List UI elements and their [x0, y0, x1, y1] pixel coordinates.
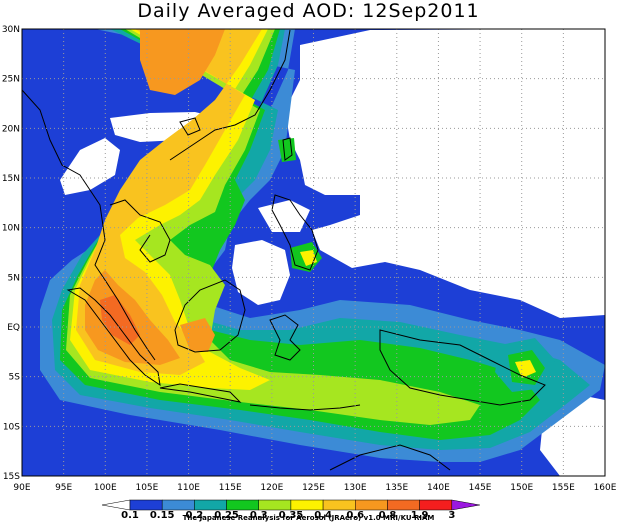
credit-line: The Japanese Reanalysis for Aerosol (JRA… — [182, 514, 435, 522]
hotspot-taiwan-green — [278, 138, 296, 162]
colorbar-swatch — [419, 499, 453, 511]
clean-region-philippines — [258, 200, 310, 232]
colorbar-label: 3 — [448, 510, 455, 521]
colorbar-min-arrow — [101, 499, 131, 511]
coast-sulawesi — [269, 314, 301, 361]
longitude-label: 90E — [13, 483, 30, 493]
coast-new-guinea — [379, 329, 546, 406]
colorbar-swatch — [194, 499, 227, 511]
band-c7 — [76, 29, 262, 375]
colorbar: 0.1 0.15 0.2 0.25 0.3 0.35 0.4 0.6 0.8 1.9 3 — [101, 499, 480, 521]
colorbar-label: 1.9 — [411, 510, 429, 521]
clean-region-northeast-edge — [490, 48, 520, 85]
band-c8-south — [85, 270, 180, 365]
colorbar-swatch — [322, 499, 356, 511]
map-frame — [21, 28, 606, 477]
colorbar-label: 0.2 — [186, 510, 204, 521]
longitude-label: 155E — [552, 483, 575, 493]
colorbar-label: 0.15 — [150, 510, 175, 521]
latitude-label: 5S — [9, 373, 21, 383]
coast-taiwan — [282, 137, 293, 161]
longitude-label: 110E — [177, 483, 200, 493]
coast-java — [159, 383, 242, 403]
longitude-label: 115E — [219, 483, 242, 493]
colorbar-swatch — [355, 499, 388, 511]
colorbar-label: 0.6 — [346, 510, 364, 521]
latitude-label: 5N — [8, 273, 20, 283]
coast-hainan — [179, 117, 201, 136]
hotspot-png-yellow — [515, 360, 536, 378]
colorbar-label: 0.4 — [314, 510, 332, 521]
colorbar-swatch — [129, 499, 163, 511]
colorbar-label: 0.8 — [379, 510, 397, 521]
hotspot-sumatra — [100, 295, 140, 345]
aod-field — [22, 29, 605, 476]
colorbar-swatch — [161, 499, 195, 511]
latitude-label: 15N — [2, 174, 20, 184]
coast-asia-mainland — [21, 29, 291, 361]
colorbar-swatch — [290, 499, 324, 511]
band-c8-north — [140, 29, 225, 95]
longitude-label: 100E — [94, 483, 117, 493]
longitude-label: 160E — [594, 483, 617, 493]
longitude-label: 120E — [260, 483, 283, 493]
colorbar-label: 0.3 — [250, 510, 268, 521]
coastlines — [21, 29, 546, 471]
longitude-label: 105E — [135, 483, 158, 493]
coast-lesser-sunda — [249, 404, 361, 411]
latitude-labels: 30N 25N 20N 15N 10N 5N EQ 5S 10S 15S — [2, 25, 20, 482]
coast-philippines — [271, 194, 319, 271]
colorbar-label: 0.1 — [121, 510, 139, 521]
longitude-label: 125E — [302, 483, 325, 493]
coast-australia — [329, 444, 451, 471]
clean-region-scs — [232, 240, 290, 305]
clean-region-east — [285, 29, 605, 318]
latitude-label: 10N — [2, 224, 20, 234]
colorbar-swatch — [258, 499, 292, 511]
coast-sumatra — [66, 287, 161, 387]
latitude-label: 25N — [2, 75, 20, 85]
colorbar-swatch — [387, 499, 420, 511]
longitude-label: 95E — [55, 483, 72, 493]
colorbar-swatch — [226, 499, 259, 511]
longitude-labels: 90E 95E 100E 105E 110E 115E 120E 125E 130E 135E 14… — [13, 483, 616, 493]
longitude-label: 130E — [344, 483, 367, 493]
colorbar-max-arrow — [451, 499, 480, 511]
longitude-label: 135E — [385, 483, 408, 493]
grid-lines — [22, 29, 605, 476]
map-title: Daily Averaged AOD: 12Sep2011 — [137, 0, 480, 22]
latitude-label: 15S — [3, 472, 20, 482]
longitude-label: 140E — [427, 483, 450, 493]
latitude-label: EQ — [7, 323, 20, 333]
colorbar-label: 0.25 — [214, 510, 239, 521]
latitude-label: 30N — [2, 25, 20, 35]
latitude-label: 10S — [3, 422, 20, 432]
latitude-label: 20N — [2, 124, 20, 134]
longitude-label: 145E — [469, 483, 492, 493]
colorbar-label: 0.35 — [279, 510, 304, 521]
coast-borneo — [174, 279, 246, 353]
clean-region-indochina — [60, 138, 120, 195]
longitude-label: 150E — [510, 483, 533, 493]
